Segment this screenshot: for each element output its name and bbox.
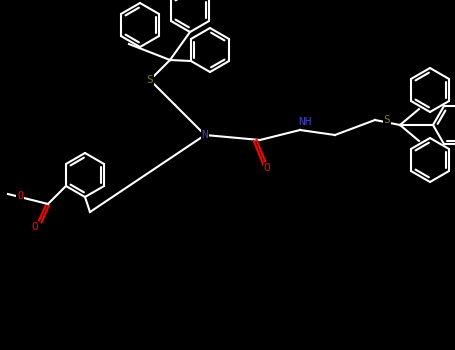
Text: O: O [31, 222, 38, 232]
Text: S: S [384, 115, 390, 125]
Text: O: O [263, 163, 270, 173]
Text: O: O [17, 191, 23, 201]
Text: NH: NH [298, 117, 312, 127]
Text: N: N [202, 130, 208, 140]
Text: S: S [147, 75, 153, 85]
